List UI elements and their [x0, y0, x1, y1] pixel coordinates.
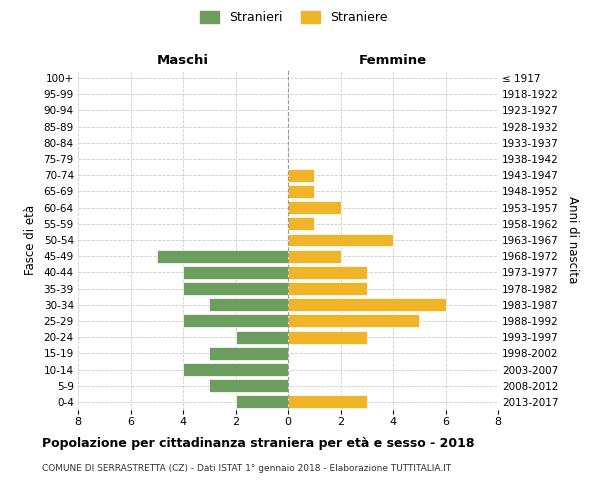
Bar	[288, 314, 419, 328]
Bar	[288, 396, 367, 408]
Text: COMUNE DI SERRASTRETTA (CZ) - Dati ISTAT 1° gennaio 2018 - Elaborazione TUTTITAL: COMUNE DI SERRASTRETTA (CZ) - Dati ISTAT…	[42, 464, 451, 473]
Bar	[209, 379, 288, 392]
Bar	[183, 314, 288, 328]
Bar	[288, 169, 314, 181]
Bar	[288, 234, 393, 246]
Bar	[157, 250, 288, 262]
Bar	[183, 282, 288, 295]
Bar	[288, 218, 314, 230]
Legend: Stranieri, Straniere: Stranieri, Straniere	[196, 6, 392, 29]
Bar	[209, 347, 288, 360]
Bar	[183, 266, 288, 279]
Bar	[183, 363, 288, 376]
Text: Maschi: Maschi	[157, 54, 209, 67]
Text: Popolazione per cittadinanza straniera per età e sesso - 2018: Popolazione per cittadinanza straniera p…	[42, 438, 475, 450]
Bar	[288, 185, 314, 198]
Bar	[288, 201, 341, 214]
Y-axis label: Fasce di età: Fasce di età	[23, 205, 37, 275]
Bar	[288, 266, 367, 279]
Bar	[288, 298, 445, 311]
Bar	[209, 298, 288, 311]
Bar	[288, 282, 367, 295]
Bar	[235, 396, 288, 408]
Bar	[288, 330, 367, 344]
Text: Femmine: Femmine	[359, 54, 427, 67]
Y-axis label: Anni di nascita: Anni di nascita	[566, 196, 579, 284]
Bar	[288, 250, 341, 262]
Bar	[235, 330, 288, 344]
